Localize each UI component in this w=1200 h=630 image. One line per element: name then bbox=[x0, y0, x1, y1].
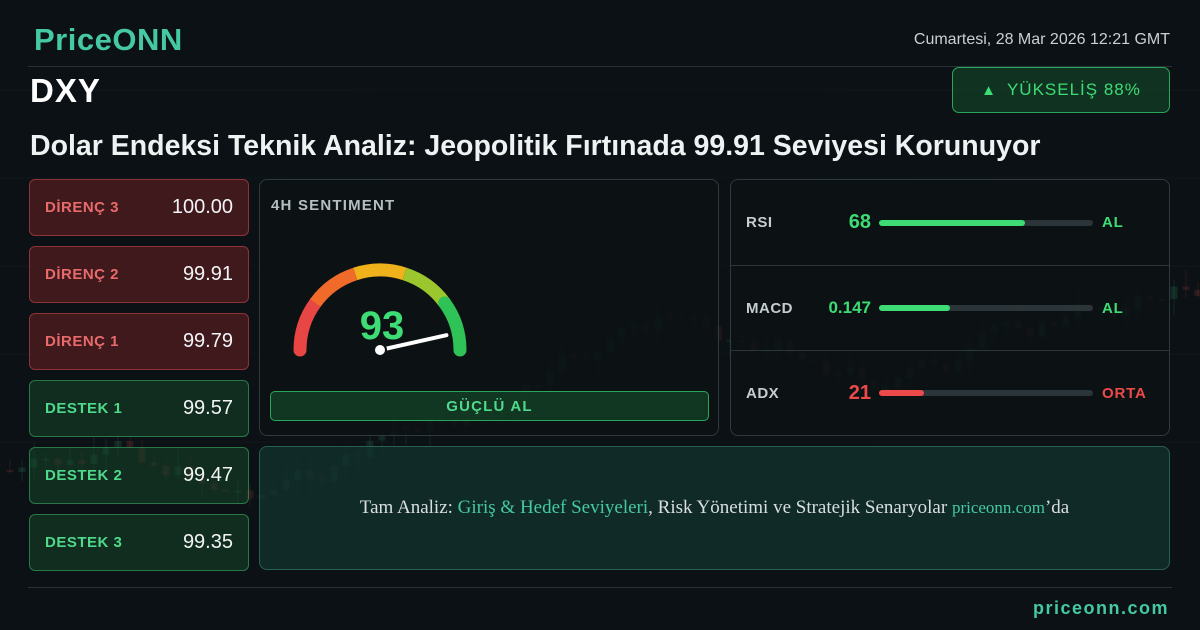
level-value: 100.00 bbox=[171, 196, 233, 218]
level-support-3: DESTEK 3 99.35 bbox=[29, 514, 249, 571]
level-value: 99.79 bbox=[182, 330, 233, 352]
indicator-value: 0.147 bbox=[828, 298, 871, 317]
full-analysis-banner[interactable]: Tam Analiz: Giriş & Hedef Seviyeleri, Ri… bbox=[259, 446, 1170, 570]
gauge-needle bbox=[378, 333, 449, 352]
indicator-signal: AL bbox=[1102, 299, 1124, 317]
footer-divider bbox=[28, 587, 1172, 588]
cta-suffix: ’da bbox=[1044, 497, 1070, 518]
indicator-bar-fill bbox=[879, 390, 924, 396]
indicator-bar-track bbox=[879, 390, 1093, 396]
full-analysis-text: Tam Analiz: Giriş & Hedef Seviyeleri, Ri… bbox=[360, 497, 1069, 519]
gauge-arc-green bbox=[438, 296, 467, 357]
header-divider bbox=[28, 66, 1172, 67]
level-value: 99.91 bbox=[182, 263, 233, 285]
footer-site-link[interactable]: priceonn.com bbox=[1032, 598, 1169, 618]
trend-badge: ▲ YÜKSELİŞ 88% bbox=[952, 67, 1170, 113]
level-label: DESTEK 2 bbox=[45, 467, 123, 484]
gauge-arc-orange bbox=[310, 267, 358, 307]
trend-badge-label: YÜKSELİŞ 88% bbox=[1006, 80, 1141, 99]
indicator-row-macd: MACD 0.147 AL bbox=[731, 265, 1169, 350]
sentiment-panel: 4H SENTIMENT 93 GÜÇLÜ AL bbox=[259, 179, 719, 436]
level-value: 99.47 bbox=[182, 464, 233, 486]
sentiment-title: 4H SENTIMENT bbox=[271, 197, 396, 214]
indicator-row-adx: ADX 21 ORTA bbox=[731, 350, 1169, 435]
indicator-bar-fill bbox=[879, 305, 950, 311]
cta-middle: , Risk Yönetimi ve Stratejik Senaryolar bbox=[648, 497, 952, 518]
level-value: 99.35 bbox=[182, 531, 233, 553]
levels-list: DİRENÇ 3 100.00 DİRENÇ 2 99.91 DİRENÇ 1 … bbox=[29, 179, 249, 581]
level-value: 99.57 bbox=[182, 397, 233, 419]
level-label: DESTEK 1 bbox=[45, 400, 123, 417]
indicator-signal: AL bbox=[1102, 214, 1124, 231]
sentiment-verdict: GÜÇLÜ AL bbox=[270, 391, 709, 421]
level-resistance-2: DİRENÇ 2 99.91 bbox=[29, 246, 249, 303]
priceonn-logo: PriceONN bbox=[34, 22, 183, 57]
timestamp: Cumartesi, 28 Mar 2026 12:21 GMT bbox=[913, 31, 1170, 48]
level-label: DİRENÇ 1 bbox=[45, 333, 120, 350]
indicators-panel: RSI 68 AL MACD 0.147 AL ADX 21 ORTA bbox=[730, 179, 1170, 436]
indicator-signal: ORTA bbox=[1102, 384, 1147, 402]
gauge-arc-lightgreen bbox=[402, 267, 450, 307]
analysis-headline: Dolar Endeksi Teknik Analiz: Jeopolitik … bbox=[30, 130, 1041, 162]
indicator-name: ADX bbox=[746, 384, 780, 402]
indicator-value: 68 bbox=[848, 211, 871, 233]
level-support-2: DESTEK 2 99.47 bbox=[29, 447, 249, 504]
gauge-arc-yellow bbox=[353, 263, 407, 281]
gauge-needle-hub bbox=[373, 343, 387, 357]
trend-up-arrow-icon: ▲ bbox=[981, 81, 997, 99]
indicator-bar-fill bbox=[879, 219, 1025, 226]
indicator-row-rsi: RSI 68 AL bbox=[731, 180, 1169, 265]
gauge-arc-red bbox=[293, 296, 322, 357]
indicator-value: 21 bbox=[848, 381, 871, 404]
indicator-name: RSI bbox=[746, 214, 773, 231]
level-label: DİRENÇ 2 bbox=[45, 266, 120, 283]
indicator-bar-track bbox=[879, 305, 1093, 311]
level-support-1: DESTEK 1 99.57 bbox=[29, 380, 249, 437]
sentiment-gauge bbox=[293, 263, 467, 357]
level-resistance-1: DİRENÇ 1 99.79 bbox=[29, 313, 249, 370]
level-resistance-3: DİRENÇ 3 100.00 bbox=[29, 179, 249, 236]
symbol-title: DXY bbox=[30, 72, 101, 109]
level-label: DİRENÇ 3 bbox=[45, 199, 120, 216]
indicator-bar-track bbox=[879, 219, 1093, 226]
cta-highlight: Giriş & Hedef Seviyeleri bbox=[457, 497, 649, 518]
level-label: DESTEK 3 bbox=[45, 534, 123, 551]
cta-domain-link[interactable]: priceonn.com bbox=[951, 498, 1045, 517]
cta-prefix: Tam Analiz: bbox=[359, 497, 458, 518]
sentiment-score: 93 bbox=[359, 304, 405, 348]
indicator-name: MACD bbox=[746, 299, 793, 317]
